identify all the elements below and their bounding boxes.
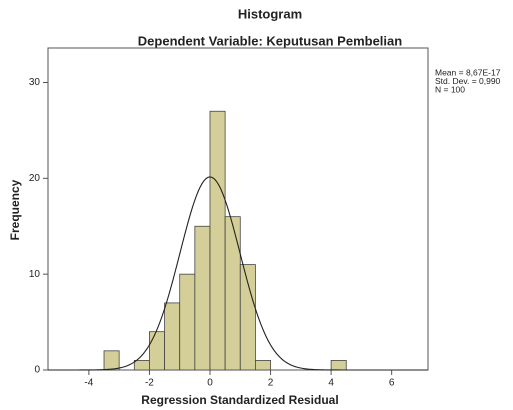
bar — [224, 216, 241, 371]
bar — [179, 273, 196, 371]
stat-label: Mean = 8,67E-17 — [435, 67, 501, 77]
y-tick-label: 10 — [29, 269, 41, 280]
bar — [239, 264, 256, 371]
bar — [330, 360, 347, 371]
y-tick-label: 20 — [29, 173, 41, 184]
x-tick-label: 4 — [328, 378, 334, 389]
x-tick-label: 0 — [207, 378, 213, 389]
x-tick-label: -4 — [84, 378, 93, 389]
x-tick-label: 6 — [389, 378, 395, 389]
bar — [133, 360, 150, 371]
chart-subtitle: Dependent Variable: Keputusan Pembelian — [138, 33, 402, 48]
bar — [194, 225, 211, 371]
normal-curve — [48, 176, 428, 371]
x-tick-label: 2 — [268, 378, 274, 389]
bar — [149, 331, 165, 371]
y-tick-label: 30 — [29, 77, 41, 88]
bar — [209, 110, 226, 371]
y-tick-label: 0 — [34, 365, 40, 376]
stat-label: Std. Dev. = 0,990 — [435, 76, 501, 86]
x-tick-label: -2 — [145, 378, 154, 389]
y-axis-label: Frequency — [8, 179, 22, 240]
chart-title: Histogram — [238, 6, 302, 21]
bar — [255, 360, 271, 371]
bar — [103, 350, 120, 371]
x-axis-label: Regression Standardized Residual — [141, 393, 338, 407]
stat-label: N = 100 — [435, 84, 465, 94]
bar — [164, 302, 181, 371]
